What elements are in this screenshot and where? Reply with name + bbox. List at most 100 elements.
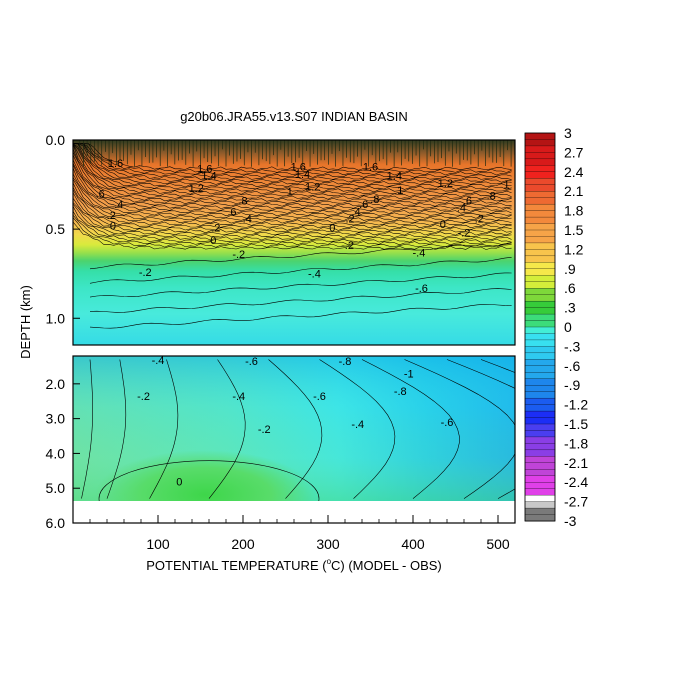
colorbar-swatch [524,262,556,270]
upper-contour-line [73,143,512,190]
contour-label: -.2 [341,240,354,252]
contour-label: -.4 [413,247,426,259]
contour-label: 1.6 [197,164,212,176]
colorbar-swatch [524,514,556,522]
contour-label: -.6 [313,391,326,403]
colorbar-swatch [524,385,556,393]
contour-label: 1 [503,180,509,192]
lower-contour-line [446,359,515,499]
contour-label: 1 [287,187,293,199]
contour-label: .4 [457,203,466,215]
upper-contour-line [73,202,512,236]
upper-deep-contour [89,288,512,313]
contour-label: .2 [211,222,220,234]
lower-contour-line [208,359,246,499]
upper-contour-line [73,162,512,209]
contour-label: -.2 [137,391,150,403]
lower-panel-warm-blob [95,450,315,501]
y-tick-label: 6.0 [46,515,66,531]
colorbar-swatch [524,178,556,186]
colorbar-swatch [524,462,556,470]
upper-contour-line [73,143,512,188]
upper-contour-line [73,143,512,176]
upper-contour-line [73,148,512,200]
colorbar-swatch [524,171,556,179]
y-tick-label: 2.0 [46,376,66,392]
x-axis-title-part-1: POTENTIAL TEMPERATURE ( [146,558,327,573]
colorbar-swatch [524,132,556,140]
lower-panel-bottom-band [73,501,515,523]
upper-contour-line [73,143,512,183]
upper-contour-line [73,143,512,173]
y-tick-label: 4.0 [46,445,66,461]
upper-contour-line [73,177,512,219]
y-tick-label: 0.0 [46,132,66,148]
upper-contour-line [73,173,512,217]
colorbar-tick-label: -2.1 [564,455,588,471]
upper-contour-line [73,214,512,246]
contour-label: 1.6 [363,162,378,174]
colorbar-swatch [524,333,556,341]
lower-contours [81,359,515,501]
colorbar-swatch [524,501,556,509]
x-axis-title-degree: o [327,557,332,566]
lower-contour-line [404,359,515,499]
colorbar-swatch [524,313,556,321]
colorbar-swatch [524,372,556,380]
contour-label: -.8 [394,386,407,398]
colorbar-swatch [524,404,556,412]
colorbar-swatch [524,417,556,425]
colorbar-swatch [524,184,556,192]
colorbar-tick-label: 1.8 [564,203,584,219]
contour-labels: 1.6 1.6 1.6 1.61.4 1.4 1.41.2 1.2 1.21 1 1.8.8.8.… [96,158,510,488]
contour-label: .4 [243,213,252,225]
contour-label: .8 [238,196,247,208]
contour-label: -.2 [232,249,245,261]
x-tick-label: 500 [486,536,510,552]
contour-label: .2 [346,213,355,225]
colorbar-swatch [524,249,556,257]
colorbar-swatch [524,359,556,367]
contour-label: -.4 [351,419,364,431]
upper-panel-frame [72,139,516,346]
colorbar-swatch [524,288,556,296]
colorbar-swatch [524,397,556,406]
colorbar-swatch [524,158,556,166]
colorbar-swatch [524,165,556,173]
contour-label: -.2 [139,267,152,279]
colorbar-swatch [524,300,556,309]
y-tick-label: 3.0 [46,411,66,427]
contour-label: .2 [475,213,484,225]
contour-label: .6 [96,188,105,200]
contour-label: .4 [114,199,123,211]
chart-title: g20b06.JRA55.v13.S07 INDIAN BASIN [180,109,408,124]
contour-label: -.6 [415,283,428,295]
x-tick-label: 300 [316,536,340,552]
colorbar-swatch [524,281,556,289]
x-axis-title-part-2: C) (MODEL - OBS) [331,558,442,573]
lower-contour-line [149,359,179,499]
colorbar-swatch [524,326,556,334]
colorbar-swatch [524,507,556,515]
contour-label: -.4 [308,269,321,281]
colorbar-swatch [524,268,556,276]
x-tick-label: 400 [401,536,425,552]
contour-label: -.6 [441,417,454,429]
upper-contour-line [73,217,512,248]
contour-label: .8 [487,190,496,202]
colorbar-tick-label: -1.8 [564,435,588,451]
upper-contour-line [73,159,512,207]
colorbar-swatch [524,365,556,373]
colorbar-tick-label: 2.7 [564,144,584,160]
y-tick-label: 0.5 [46,221,66,237]
contour-label: -.6 [245,356,258,368]
lower-contour-line [106,359,127,499]
contour-label: 0 [210,235,216,247]
colorbar-swatch [524,229,556,237]
lower-panel [72,355,516,524]
contour-label: 1.4 [295,169,310,181]
colorbar-tick-label: -1.2 [564,397,588,413]
upper-contour-line [73,143,512,185]
